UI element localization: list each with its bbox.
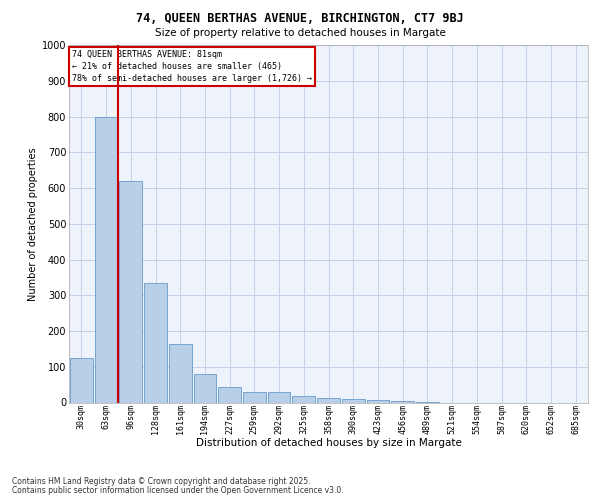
Bar bbox=[95, 116, 118, 403]
Bar bbox=[243, 392, 266, 402]
Bar bbox=[194, 374, 216, 402]
Bar bbox=[144, 282, 167, 403]
Text: 74, QUEEN BERTHAS AVENUE, BIRCHINGTON, CT7 9BJ: 74, QUEEN BERTHAS AVENUE, BIRCHINGTON, C… bbox=[136, 12, 464, 26]
Text: Contains HM Land Registry data © Crown copyright and database right 2025.: Contains HM Land Registry data © Crown c… bbox=[12, 477, 311, 486]
Bar bbox=[119, 181, 142, 402]
Text: Contains public sector information licensed under the Open Government Licence v3: Contains public sector information licen… bbox=[12, 486, 344, 495]
Bar bbox=[317, 398, 340, 402]
Bar bbox=[391, 400, 414, 402]
Bar bbox=[218, 388, 241, 402]
Bar bbox=[367, 400, 389, 402]
Bar bbox=[268, 392, 290, 402]
Bar bbox=[342, 399, 365, 402]
Text: Size of property relative to detached houses in Margate: Size of property relative to detached ho… bbox=[155, 28, 445, 38]
Y-axis label: Number of detached properties: Number of detached properties bbox=[28, 147, 38, 300]
Bar bbox=[70, 358, 93, 403]
Text: 74 QUEEN BERTHAS AVENUE: 81sqm
← 21% of detached houses are smaller (465)
78% of: 74 QUEEN BERTHAS AVENUE: 81sqm ← 21% of … bbox=[71, 50, 311, 83]
X-axis label: Distribution of detached houses by size in Margate: Distribution of detached houses by size … bbox=[196, 438, 461, 448]
Bar bbox=[292, 396, 315, 402]
Bar bbox=[169, 344, 191, 402]
